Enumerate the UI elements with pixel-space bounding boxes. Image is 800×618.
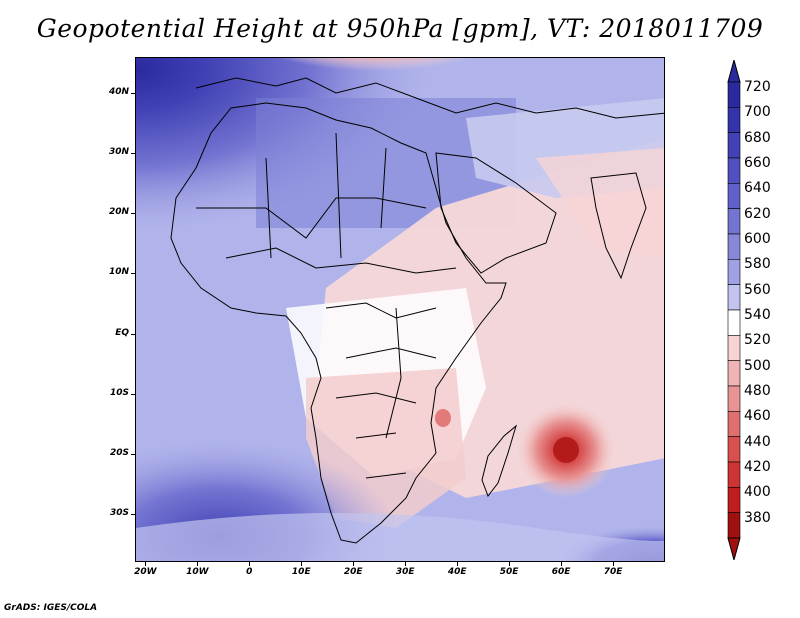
colorbar-level-label: 680 <box>744 129 771 146</box>
colorbar-level-label: 500 <box>744 357 771 374</box>
colorbar-top-arrow <box>727 60 741 83</box>
lat-tick-label: 30S <box>109 507 129 518</box>
colorbar-level-label: 560 <box>744 281 771 298</box>
colorbar-level-label: 420 <box>744 459 771 475</box>
colorbar-swatch <box>727 335 741 361</box>
lat-tick-label: 10S <box>109 387 129 398</box>
colorbar-level-label: 520 <box>744 332 771 349</box>
lon-tick-label: 70E <box>603 567 623 577</box>
lon-tick-label: 10E <box>291 567 311 577</box>
lon-tick-label: 60E <box>551 567 571 577</box>
colorbar-level-label: 700 <box>744 104 771 121</box>
lat-tick-mark <box>131 333 135 335</box>
colorbar-swatch <box>727 436 741 463</box>
map-canvas <box>136 58 664 561</box>
lon-tick-mark <box>249 562 251 566</box>
colorbar-swatch <box>727 411 741 437</box>
lat-tick-label: 30N <box>108 147 129 158</box>
lon-tick-mark <box>509 562 511 566</box>
lon-tick-mark <box>145 562 147 566</box>
lat-tick-mark <box>131 153 135 155</box>
colorbar-swatch <box>727 487 741 513</box>
colorbar-level-label: 660 <box>744 155 771 171</box>
colorbar-swatch <box>727 157 741 184</box>
lon-tick-label: 0 <box>246 567 253 577</box>
lat-tick-label: 20N <box>108 207 129 218</box>
map-panel <box>135 57 665 562</box>
colorbar-swatch <box>727 208 741 235</box>
lat-tick-mark <box>131 273 135 275</box>
lon-tick-mark <box>457 562 459 566</box>
colorbar-swatch <box>727 81 741 108</box>
lon-tick-label: 30E <box>395 567 415 577</box>
colorbar-swatch <box>727 360 741 387</box>
colorbar-level-label: 600 <box>744 231 771 247</box>
coastlines <box>170 77 664 544</box>
lat-tick-label: 20S <box>109 447 129 458</box>
lat-tick-label: 40N <box>108 87 129 98</box>
colorbar-level-label: 540 <box>744 307 771 323</box>
lat-tick-mark <box>131 93 135 95</box>
lon-tick-label: 20E <box>343 567 363 577</box>
lat-tick-mark <box>131 453 135 455</box>
colorbar-level-label: 480 <box>744 383 771 399</box>
lat-tick-mark <box>131 393 135 395</box>
colorbar-swatch <box>727 132 741 159</box>
colorbar-swatch <box>727 259 741 285</box>
chart-title: Geopotential Height at 950hPa [gpm], VT:… <box>36 14 764 43</box>
lon-tick-mark <box>353 562 355 566</box>
lat-tick-mark <box>131 513 135 515</box>
lon-tick-mark <box>197 562 199 566</box>
colorbar-swatch <box>727 107 741 133</box>
colorbar <box>727 60 741 560</box>
lat-tick-label: 10N <box>108 267 129 278</box>
colorbar-swatch <box>727 284 741 311</box>
lat-tick-label: EQ <box>115 327 129 338</box>
colorbar-level-label: 620 <box>744 205 771 222</box>
colorbar-level-label: 400 <box>744 484 771 501</box>
colorbar-swatch <box>727 233 741 260</box>
credit-text: GrADS: IGES/COLA <box>4 603 98 613</box>
lon-tick-label: 40E <box>447 567 467 577</box>
colorbar-swatch <box>727 385 741 412</box>
colorbar-level-label: 640 <box>744 180 771 197</box>
lon-tick-label: 50E <box>499 567 519 577</box>
colorbar-swatch <box>727 461 741 488</box>
colorbar-level-label: 380 <box>744 509 771 526</box>
lon-tick-mark <box>561 562 563 566</box>
colorbar-level-label: 460 <box>744 408 771 425</box>
lon-tick-mark <box>301 562 303 566</box>
colorbar-level-label: 720 <box>744 79 771 95</box>
lon-tick-mark <box>405 562 407 566</box>
colorbar-level-label: 580 <box>744 256 771 273</box>
colorbar-level-label: 440 <box>744 433 771 450</box>
lon-tick-label: 20W <box>134 567 157 577</box>
colorbar-bottom-arrow <box>727 537 741 560</box>
colorbar-swatch <box>727 309 741 336</box>
lon-tick-mark <box>613 562 615 566</box>
colorbar-swatch <box>727 512 741 539</box>
lon-tick-label: 10W <box>186 567 209 577</box>
lat-tick-mark <box>131 213 135 215</box>
colorbar-swatch <box>727 183 741 209</box>
